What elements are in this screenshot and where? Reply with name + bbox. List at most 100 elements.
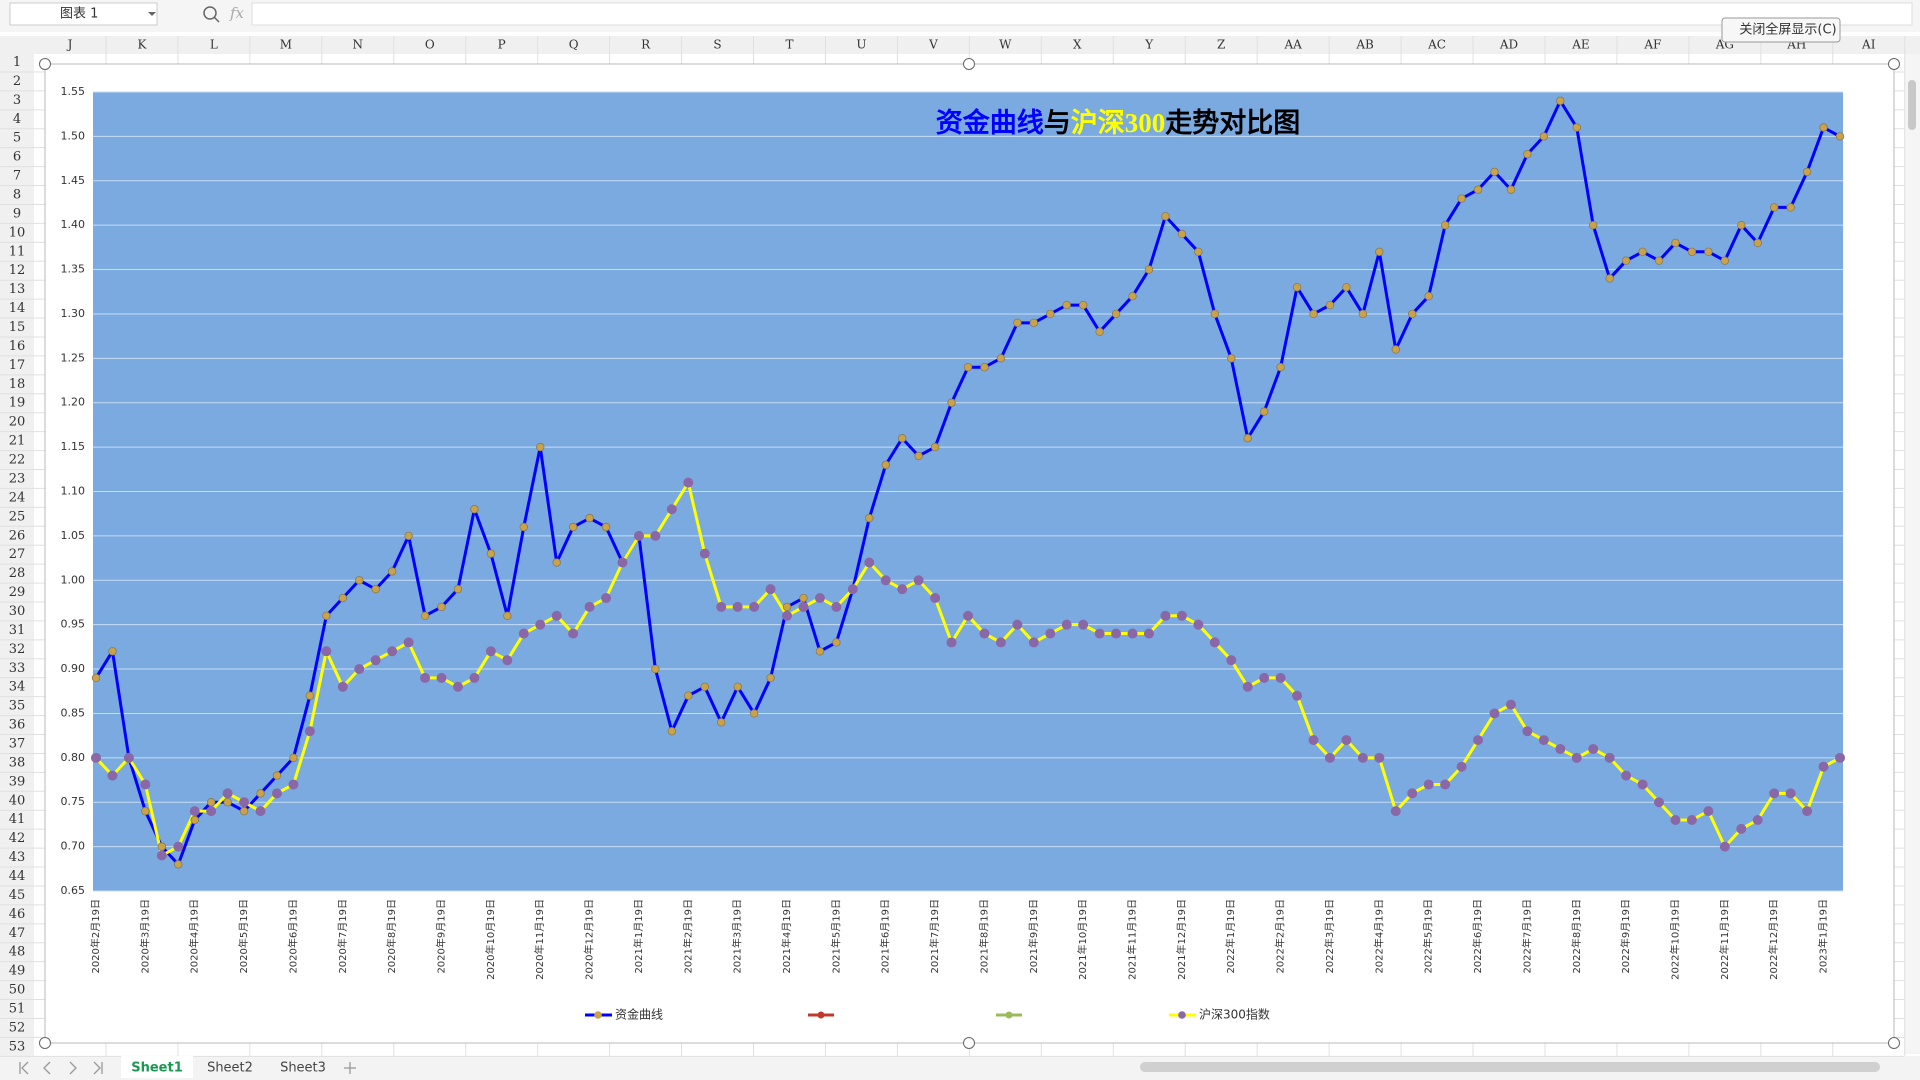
row-header: 1 (13, 55, 21, 70)
x-tick-label: 2020年8月19日 (385, 899, 398, 974)
data-point (1473, 185, 1483, 194)
nav-first[interactable] (19, 1061, 29, 1075)
close-fullscreen-button[interactable] (1721, 17, 1841, 43)
horizontal-scroll-thumb[interactable] (1140, 1062, 1880, 1072)
data-point (1769, 203, 1779, 212)
data-point (288, 779, 299, 790)
data-point (1686, 814, 1697, 825)
data-point (963, 610, 974, 621)
x-tick-label: 2022年11月19日 (1718, 899, 1731, 980)
add-sheet[interactable] (344, 1062, 356, 1074)
chart-object: 0.65 0.70 0.75 0.80 0.85 0.90 0.95 1.00 1.05 1.10… (39, 58, 1900, 1049)
column-header: AI (1861, 38, 1876, 52)
zoom-icon[interactable] (203, 6, 217, 20)
nav-last[interactable] (93, 1061, 103, 1075)
data-point (864, 557, 875, 568)
data-point (108, 647, 117, 656)
data-point (1143, 628, 1154, 639)
data-point (749, 601, 760, 612)
data-point (947, 398, 956, 407)
row-header: 11 (9, 244, 26, 259)
data-point (1391, 345, 1400, 354)
data-point (1802, 806, 1813, 817)
data-point (798, 601, 809, 612)
data-point (1522, 726, 1533, 737)
data-point (1045, 628, 1056, 639)
y-tick-label: 1.40 (61, 218, 86, 231)
y-tick-label: 0.90 (61, 662, 86, 675)
data-point (157, 842, 167, 851)
resize-handle[interactable] (963, 58, 975, 70)
data-point (305, 691, 315, 700)
row-header: 35 (9, 699, 26, 714)
data-point (1621, 256, 1631, 265)
nav-prev[interactable] (43, 1061, 51, 1075)
data-point (174, 860, 183, 869)
row-header: 44 (9, 869, 26, 884)
data-point (469, 672, 480, 683)
data-point (684, 691, 693, 700)
resize-handle[interactable] (39, 1037, 51, 1049)
close-fullscreen-label[interactable]: 关闭全屏显示(C) (1739, 22, 1836, 38)
data-point (1687, 247, 1697, 256)
column-header: J (66, 38, 73, 52)
data-point (1078, 619, 1089, 630)
data-point (403, 637, 414, 648)
row-header: 2 (13, 74, 21, 89)
chart-title: 资金曲线与沪深300走势对比图 (936, 107, 1301, 138)
data-point (1737, 220, 1746, 230)
resize-handle[interactable] (39, 58, 51, 70)
column-header: R (641, 38, 651, 52)
data-point (732, 601, 743, 612)
column-header: AE (1571, 38, 1589, 52)
name-box[interactable] (9, 2, 158, 26)
row-header: 20 (9, 415, 26, 430)
data-point (387, 567, 397, 576)
zoom-icon-handle (213, 16, 220, 23)
sheet-tab[interactable]: Sheet1 (131, 1061, 183, 1076)
row-header: 3 (13, 93, 21, 108)
nav-next[interactable] (69, 1061, 77, 1075)
active-sheet-tab[interactable] (121, 1056, 193, 1078)
data-point (1078, 300, 1088, 310)
resize-handle[interactable] (1888, 1037, 1900, 1049)
data-point (814, 593, 825, 604)
data-point (651, 664, 660, 674)
x-tick-label: 2020年5月19日 (237, 899, 250, 974)
x-tick-label: 2020年9月19日 (435, 899, 448, 974)
x-tick-label: 2021年3月19日 (731, 899, 744, 974)
sheet-nav (19, 1061, 356, 1075)
data-point (1062, 300, 1071, 310)
data-point (1275, 672, 1286, 683)
y-tick-label: 1.55 (61, 85, 86, 98)
row-header: 45 (9, 888, 26, 903)
data-point (1309, 309, 1318, 319)
data-point (1176, 610, 1187, 621)
vertical-scrollbar[interactable] (1904, 54, 1920, 1054)
data-point (881, 460, 890, 470)
data-point (1423, 779, 1434, 790)
data-point (617, 557, 628, 568)
vertical-scroll-thumb[interactable] (1908, 80, 1916, 130)
row-header: 28 (9, 566, 26, 581)
formula-input[interactable] (251, 2, 1913, 26)
data-point (996, 354, 1006, 363)
resize-handle[interactable] (963, 1037, 975, 1049)
data-point (1440, 779, 1451, 790)
data-point (1095, 327, 1104, 336)
data-point (173, 841, 184, 852)
data-point (1654, 256, 1664, 265)
data-point (1161, 212, 1170, 221)
row-header: 8 (13, 188, 21, 203)
data-point (1457, 194, 1466, 203)
column-header: O (425, 38, 435, 52)
sheet-tab[interactable]: Sheet3 (280, 1061, 326, 1076)
sheet-tab[interactable]: Sheet2 (207, 1061, 253, 1076)
row-header: 49 (9, 964, 26, 979)
data-point (1538, 735, 1549, 746)
row-header: 43 (9, 850, 26, 865)
data-point (1670, 814, 1681, 825)
resize-handle[interactable] (1888, 58, 1900, 70)
name-box-arrow[interactable] (148, 12, 156, 16)
column-header: AC (1427, 38, 1446, 52)
